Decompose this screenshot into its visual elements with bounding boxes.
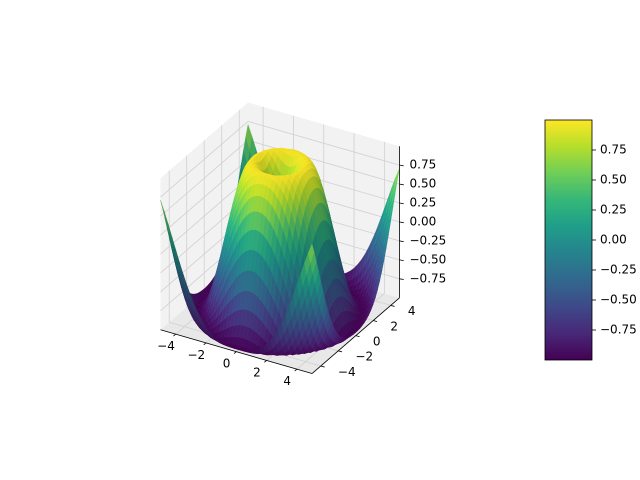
z-tick-mark [399,278,404,280]
z-tick-label: 0.25 [410,196,437,210]
y-tick-label: −4 [338,365,356,379]
x-tick-mark [294,368,298,372]
z-tick-label: −0.25 [410,233,447,247]
grid-line-z-back [247,121,400,166]
z-tick-mark [399,240,404,243]
x-tick-label: 0 [223,357,231,371]
z-tick-mark [399,221,404,224]
colorbar-tick-label: 0.25 [600,203,627,217]
y-tick-mark [338,350,343,353]
colorbar-gradient [544,119,593,361]
z-tick-mark [399,183,404,186]
colorbar-tick-label: 0.75 [600,143,627,157]
z-tick-mark [399,164,404,167]
x-tick-label: 4 [283,374,291,388]
colorbar-ticks: −0.75 −0.50 −0.25 0.00 0.25 0.50 0.75 [592,143,637,337]
axis-ticks: −4−2024−4−2024−0.75−0.50−0.250.000.250.5… [157,158,446,388]
x-tick-label: 2 [253,365,261,379]
y-tick-mark [320,365,325,368]
colorbar: −0.75 −0.50 −0.25 0.00 0.25 0.50 0.75 [544,119,637,361]
colorbar-tick-label: 0.50 [600,173,627,187]
z-tick-label: 0.50 [410,177,437,191]
x-tick-label: −2 [187,348,205,362]
grid-line-z-left [160,121,249,198]
y-tick-label: 0 [373,335,381,349]
y-tick-label: −2 [355,350,373,364]
z-tick-label: −0.75 [410,271,447,285]
surface-facet [245,123,252,150]
colorbar-tick-label: 0.00 [600,233,627,247]
x-tick-mark [264,360,267,363]
x-tick-mark [173,333,176,337]
z-tick-label: −0.50 [410,252,447,266]
colorbar-tick-label: −0.75 [600,323,637,337]
x-tick-label: −4 [157,339,175,353]
x-tick-mark [203,342,207,346]
y-tick-label: 2 [390,319,398,333]
surface-facet [308,243,315,264]
x-tick-mark [233,351,237,354]
colorbar-tick-label: −0.50 [600,293,637,307]
grid-line-z-left [160,158,249,236]
y-tick-mark [390,304,395,307]
y-tick-mark [373,320,378,322]
grid-line-z-left [160,140,249,217]
y-tick-mark [355,335,360,338]
surface-facet [160,200,167,222]
z-tick-label: 0.00 [410,215,437,229]
z-tick-mark [399,259,404,261]
y-tick-label: 4 [408,304,416,318]
surface-facet [275,177,283,188]
z-tick-mark [399,202,404,205]
colorbar-tick-label: −0.25 [600,263,637,277]
z-tick-label: 0.75 [410,158,437,172]
surface-mesh [160,123,400,356]
grid-line-z-left [160,177,249,255]
grid-line-z-back [247,139,400,185]
